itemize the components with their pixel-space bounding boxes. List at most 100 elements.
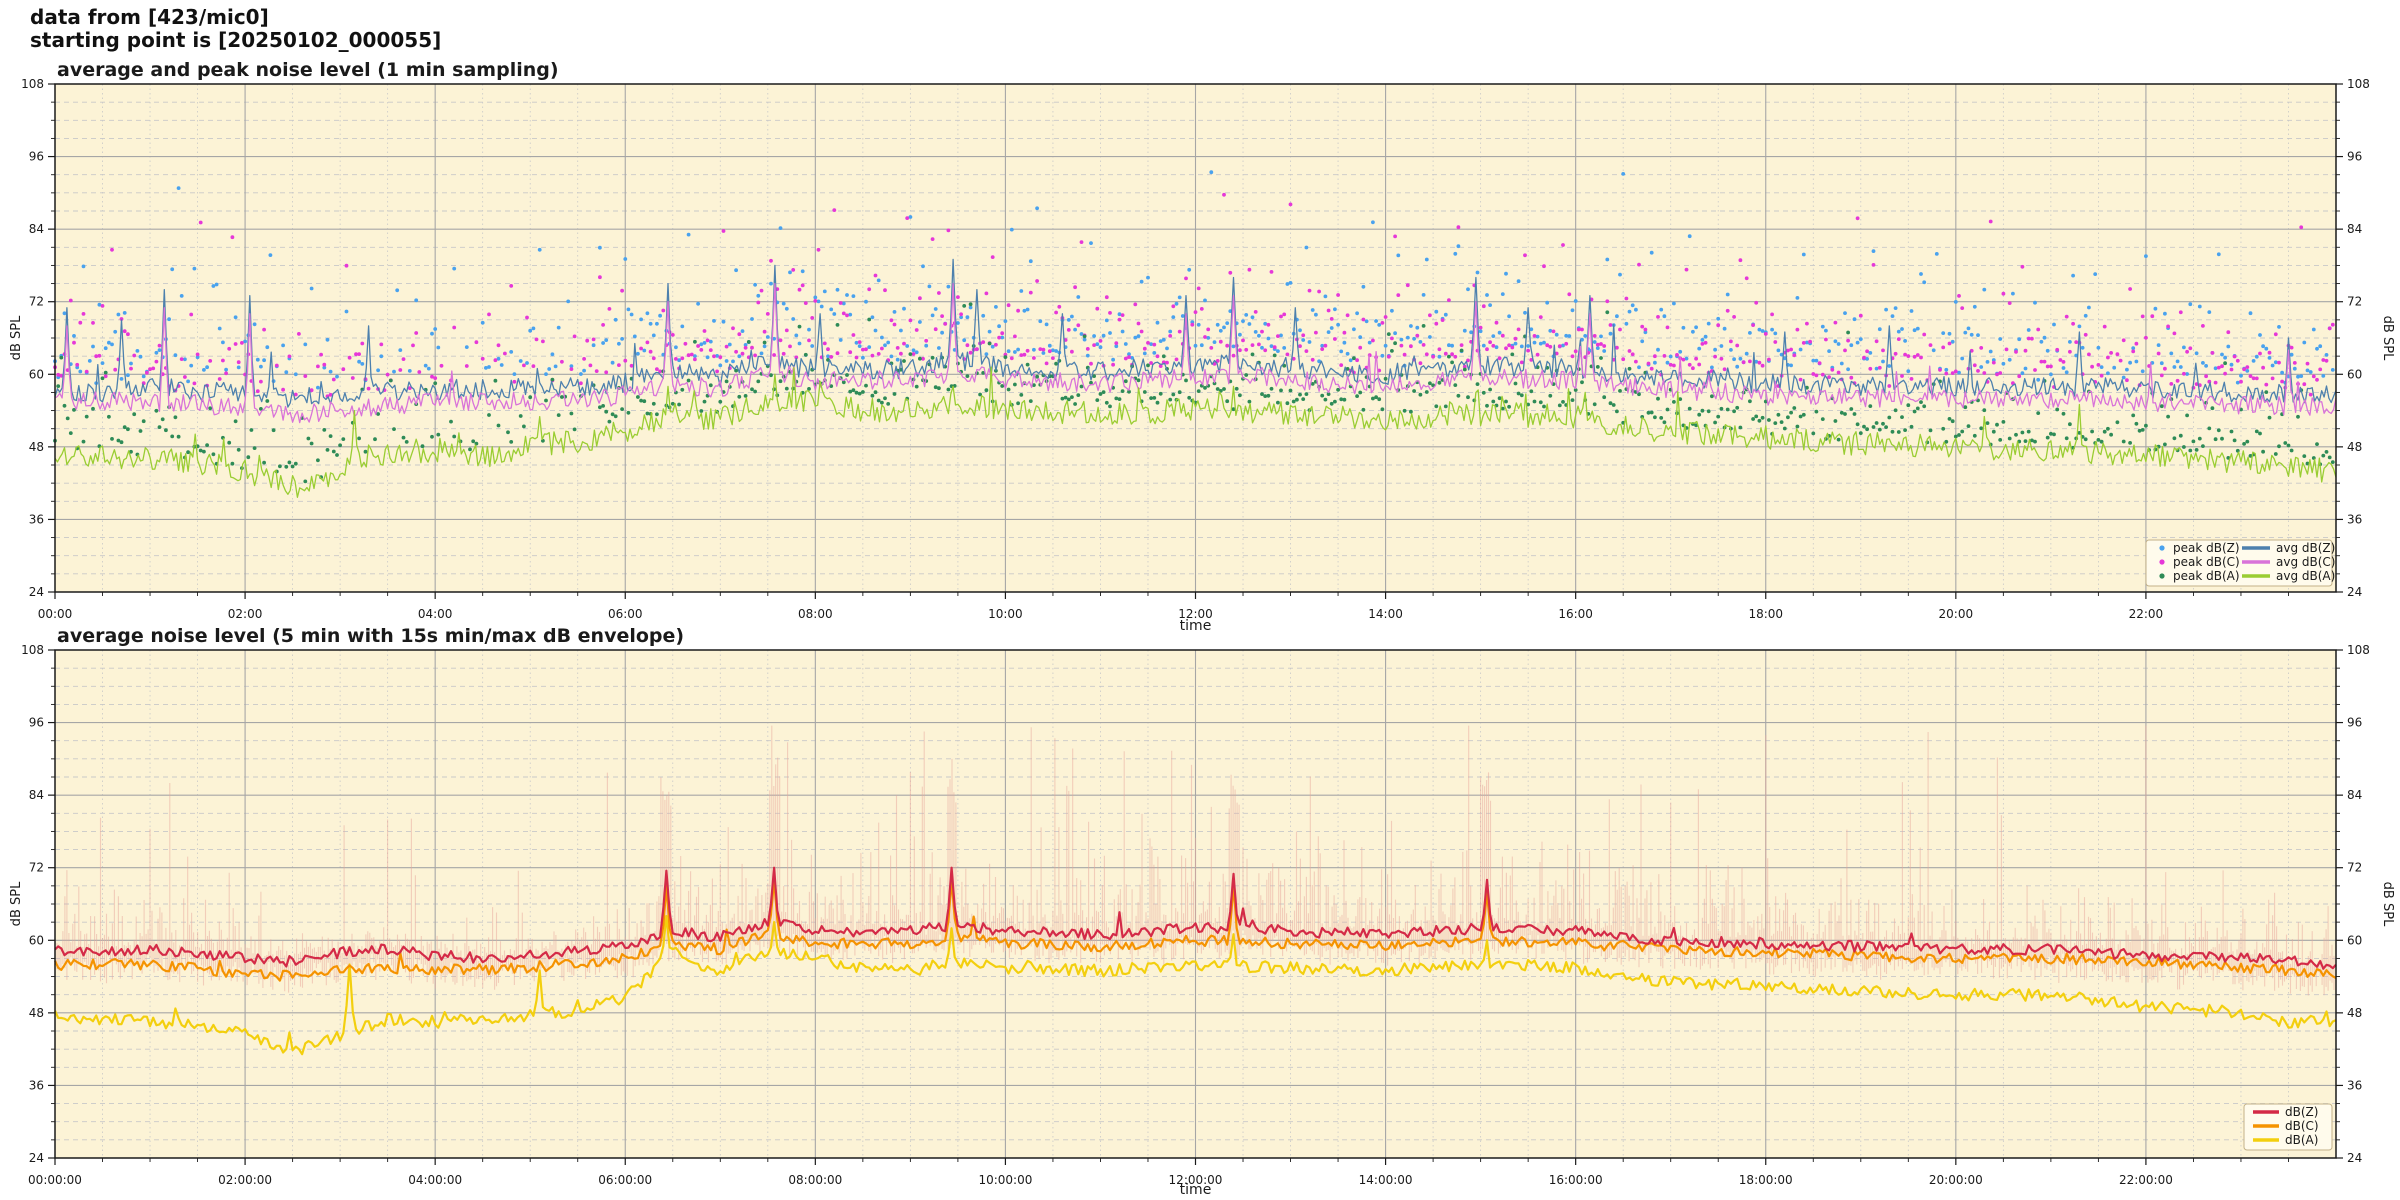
scatter-point bbox=[1896, 337, 1901, 341]
scatter-point bbox=[1453, 354, 1458, 359]
scatter-point bbox=[626, 410, 631, 415]
scatter-point bbox=[1212, 340, 1217, 344]
ytick-label-left: 24 bbox=[29, 1151, 44, 1165]
scatter-point bbox=[1877, 365, 1882, 370]
legend-label: avg dB(C) bbox=[2276, 555, 2335, 569]
scatter-point bbox=[1906, 369, 1911, 374]
scatter-point bbox=[452, 266, 457, 271]
scatter-point bbox=[1168, 397, 1173, 402]
scatter-point bbox=[1443, 404, 1448, 409]
scatter-point bbox=[1497, 396, 1502, 401]
scatter-point bbox=[1998, 438, 2003, 442]
scatter-point bbox=[965, 374, 970, 378]
scatter-point bbox=[1307, 288, 1312, 293]
scatter-point bbox=[249, 428, 254, 432]
scatter-point bbox=[1732, 315, 1736, 319]
scatter-point bbox=[892, 322, 897, 327]
scatter-point bbox=[990, 344, 995, 349]
scatter-point bbox=[895, 357, 900, 362]
scatter-point bbox=[1824, 337, 1828, 342]
scatter-point bbox=[1076, 295, 1081, 299]
scatter-point bbox=[1820, 417, 1825, 421]
scatter-point bbox=[287, 460, 292, 465]
scatter-point bbox=[544, 398, 548, 403]
scatter-point bbox=[686, 232, 691, 237]
scatter-point bbox=[449, 419, 453, 424]
scatter-point bbox=[518, 414, 523, 418]
scatter-point bbox=[819, 304, 824, 309]
scatter-point bbox=[1754, 359, 1759, 364]
scatter-point bbox=[87, 359, 92, 363]
scatter-point bbox=[1535, 352, 1540, 357]
scatter-point bbox=[930, 313, 935, 318]
ytick-label-right: 72 bbox=[2347, 295, 2362, 309]
scatter-point bbox=[316, 458, 320, 463]
scatter-point bbox=[553, 364, 558, 369]
scatter-point bbox=[2169, 382, 2174, 386]
scatter-point bbox=[1491, 343, 1496, 348]
scatter-point bbox=[2083, 332, 2088, 337]
scatter-point bbox=[2216, 252, 2221, 257]
y-axis-label-left: dB SPL bbox=[9, 881, 24, 926]
scatter-point bbox=[2305, 361, 2310, 366]
scatter-point bbox=[1801, 252, 1806, 257]
scatter-point bbox=[794, 333, 799, 338]
scatter-point bbox=[1526, 344, 1530, 348]
scatter-point bbox=[2109, 351, 2114, 355]
xtick-label: 12:00:00 bbox=[1169, 1173, 1223, 1187]
scatter-point bbox=[2194, 448, 2199, 452]
scatter-point bbox=[2302, 454, 2307, 458]
scatter-point bbox=[1003, 319, 1008, 323]
scatter-point bbox=[2011, 291, 2015, 296]
scatter-point bbox=[1006, 387, 1011, 392]
xtick-label: 12:00 bbox=[1178, 607, 1213, 621]
scatter-point bbox=[784, 306, 789, 311]
scatter-point bbox=[870, 353, 875, 358]
scatter-point bbox=[2201, 324, 2205, 328]
scatter-point bbox=[1976, 369, 1980, 373]
scatter-point bbox=[1402, 352, 1407, 357]
scatter-point bbox=[2210, 351, 2215, 355]
scatter-point bbox=[1101, 333, 1106, 338]
scatter-point bbox=[388, 378, 393, 383]
scatter-point bbox=[1906, 354, 1911, 358]
scatter-point bbox=[2087, 352, 2091, 357]
scatter-point bbox=[1795, 296, 1800, 300]
scatter-point bbox=[1155, 354, 1160, 359]
scatter-point bbox=[170, 267, 175, 272]
scatter-point bbox=[2229, 429, 2234, 434]
scatter-point bbox=[259, 364, 263, 369]
legend-label: dB(C) bbox=[2285, 1119, 2319, 1133]
scatter-point bbox=[1193, 310, 1198, 314]
scatter-point bbox=[392, 427, 396, 431]
scatter-point bbox=[1070, 395, 1074, 399]
scatter-point bbox=[978, 392, 982, 397]
scatter-point bbox=[1944, 439, 1949, 444]
scatter-point bbox=[1700, 408, 1705, 413]
scatter-point bbox=[1653, 415, 1657, 420]
scatter-point bbox=[1057, 304, 1062, 309]
scatter-point bbox=[759, 288, 764, 293]
scatter-point bbox=[750, 317, 754, 321]
scatter-point bbox=[1592, 402, 1597, 407]
scatter-point bbox=[1583, 334, 1588, 338]
scatter-point bbox=[905, 216, 910, 221]
scatter-point bbox=[1855, 422, 1860, 427]
scatter-point bbox=[854, 340, 859, 345]
scatter-point bbox=[658, 313, 662, 318]
scatter-point bbox=[1047, 349, 1052, 354]
scatter-point bbox=[1032, 356, 1036, 360]
scatter-point bbox=[1225, 321, 1230, 325]
scatter-point bbox=[800, 283, 805, 288]
scatter-point bbox=[1488, 303, 1492, 307]
scatter-point bbox=[170, 434, 175, 439]
scatter-point bbox=[680, 356, 685, 361]
scatter-point bbox=[1624, 321, 1629, 326]
scatter-point bbox=[303, 374, 308, 378]
scatter-point bbox=[1599, 334, 1603, 339]
ytick-label-right: 84 bbox=[2347, 788, 2362, 802]
scatter-point bbox=[164, 428, 168, 433]
scatter-point bbox=[772, 353, 776, 357]
scatter-point bbox=[1754, 300, 1759, 305]
ytick-label-right: 60 bbox=[2347, 933, 2362, 947]
